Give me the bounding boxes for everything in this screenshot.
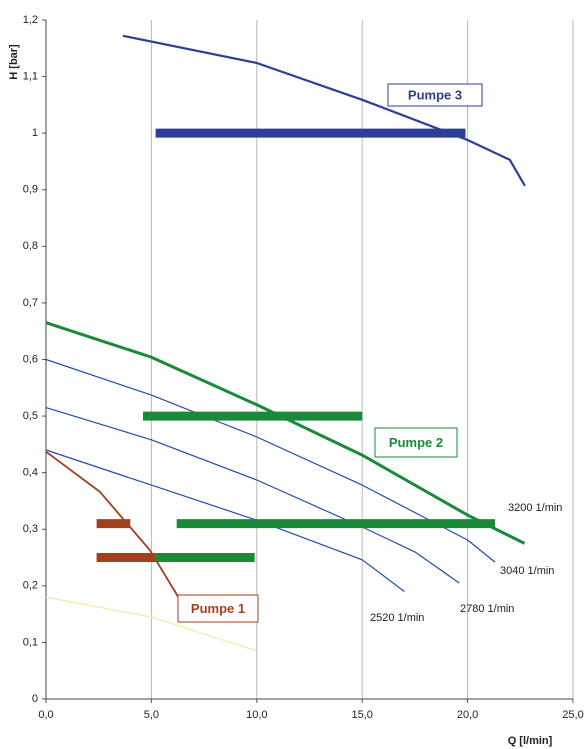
y-tick-label: 0,7 [23, 297, 38, 309]
series-label: Pumpe 2 [389, 435, 443, 450]
y-tick-label: 1,2 [23, 14, 38, 26]
y-tick-label: 0,9 [23, 184, 38, 196]
x-tick-label: 25,0 [562, 709, 583, 721]
y-tick-label: 0,6 [23, 353, 38, 365]
series-line [45, 358, 496, 563]
series-line [45, 407, 460, 584]
y-tick-label: 0,3 [23, 523, 38, 535]
y-tick-label: 0,1 [23, 636, 38, 648]
label-box [374, 427, 458, 458]
x-tick-label: 15,0 [351, 709, 372, 721]
y-tick-label: 0,5 [23, 410, 38, 422]
y-tick-label: 0 [32, 693, 38, 705]
x-tick-label: 5,0 [144, 709, 159, 721]
series-line [122, 34, 526, 187]
x-tick-label: 10,0 [246, 709, 267, 721]
y-tick-label: 1 [32, 127, 38, 139]
annotation: 3200 1/min [508, 502, 562, 514]
label-box [387, 83, 483, 107]
x-tick-label: 0,0 [38, 709, 53, 721]
y-axis-title: H [bar] [8, 44, 20, 80]
series-label: Pumpe 1 [191, 601, 245, 616]
y-tick-label: 0,2 [23, 580, 38, 592]
series-label: 2780 1/min [460, 603, 514, 615]
series-label: Pumpe 3 [408, 87, 462, 102]
y-tick-label: 0,4 [23, 467, 38, 479]
x-axis-title: Q [l/min] [508, 735, 553, 747]
y-tick-label: 0,8 [23, 240, 38, 252]
label-box [177, 594, 259, 623]
series-label: 2520 1/min [370, 612, 424, 624]
y-tick-label: 1,1 [23, 70, 38, 82]
series-label: 3040 1/min [500, 565, 554, 577]
x-tick-label: 20,0 [457, 709, 478, 721]
series-line [45, 596, 257, 652]
